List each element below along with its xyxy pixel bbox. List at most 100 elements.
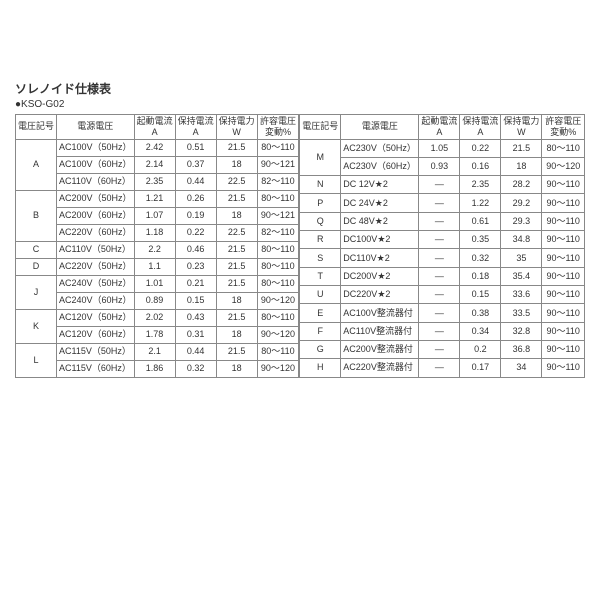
table-row: RDC100V★2―0.3534.890～110 [300, 231, 585, 249]
code-cell: T [300, 267, 341, 285]
data-cell: AC200V（60Hz） [57, 207, 135, 224]
data-cell: 0.16 [460, 157, 501, 175]
data-cell: AC230V（50Hz） [341, 139, 419, 157]
data-cell: 90～110 [542, 249, 585, 267]
table-row: TDC200V★2―0.1835.490～110 [300, 267, 585, 285]
column-header: 電圧記号 [300, 115, 341, 140]
table-row: DAC220V（50Hz）1.10.2321.580～110 [16, 258, 299, 275]
data-cell: 33.5 [501, 304, 542, 322]
code-cell: G [300, 340, 341, 358]
data-cell: 18 [501, 157, 542, 175]
data-cell: 80～110 [257, 343, 299, 360]
data-cell: 35.4 [501, 267, 542, 285]
data-cell: 1.18 [134, 224, 175, 241]
data-cell: AC200V整流器付 [341, 340, 419, 358]
data-cell: 2.42 [134, 139, 175, 156]
data-cell: 34.8 [501, 231, 542, 249]
data-cell: 0.46 [175, 241, 216, 258]
column-header: 起動電流A [419, 115, 460, 140]
data-cell: 0.61 [460, 212, 501, 230]
data-cell: AC100V整流器付 [341, 304, 419, 322]
data-cell: 2.1 [134, 343, 175, 360]
data-cell: 90～110 [542, 322, 585, 340]
column-header: 保持電力W [501, 115, 542, 140]
data-cell: 34 [501, 359, 542, 377]
data-cell: 35 [501, 249, 542, 267]
data-cell: 80～110 [257, 275, 299, 292]
data-cell: 2.14 [134, 156, 175, 173]
data-cell: AC110V整流器付 [341, 322, 419, 340]
column-header: 保持電流A [460, 115, 501, 140]
data-cell: 90～120 [257, 326, 299, 343]
data-cell: 1.01 [134, 275, 175, 292]
data-cell: AC220V整流器付 [341, 359, 419, 377]
data-cell: 0.37 [175, 156, 216, 173]
data-cell: 22.5 [216, 224, 257, 241]
data-cell: 21.5 [216, 309, 257, 326]
code-cell: M [300, 139, 341, 176]
table-row: SDC110V★2―0.323590～110 [300, 249, 585, 267]
code-cell: R [300, 231, 341, 249]
data-cell: DC100V★2 [341, 231, 419, 249]
data-cell: ― [419, 285, 460, 303]
data-cell: 2.2 [134, 241, 175, 258]
data-cell: AC115V（60Hz） [57, 360, 135, 377]
data-cell: 90～110 [542, 285, 585, 303]
data-cell: 1.86 [134, 360, 175, 377]
data-cell: 22.5 [216, 173, 257, 190]
data-cell: 90～110 [542, 176, 585, 194]
data-cell: 0.22 [175, 224, 216, 241]
table-row: GAC200V整流器付―0.236.890～110 [300, 340, 585, 358]
spec-table-left: 電圧記号電源電圧起動電流A保持電流A保持電力W許容電圧変動%AAC100V（50… [15, 114, 299, 378]
code-cell: P [300, 194, 341, 212]
data-cell: 21.5 [216, 139, 257, 156]
data-cell: 90～120 [257, 360, 299, 377]
table-row: EAC100V整流器付―0.3833.590～110 [300, 304, 585, 322]
code-cell: E [300, 304, 341, 322]
data-cell: 80～110 [257, 190, 299, 207]
data-cell: 90～110 [542, 304, 585, 322]
data-cell: AC120V（50Hz） [57, 309, 135, 326]
table-row: QDC 48V★2―0.6129.390～110 [300, 212, 585, 230]
data-cell: 90～110 [542, 194, 585, 212]
code-cell: K [16, 309, 57, 343]
data-cell: 18 [216, 326, 257, 343]
code-cell: J [16, 275, 57, 309]
data-cell: AC240V（60Hz） [57, 292, 135, 309]
table-title: ソレノイド仕様表 [15, 80, 585, 97]
data-cell: 0.35 [460, 231, 501, 249]
data-cell: 0.43 [175, 309, 216, 326]
data-cell: 0.32 [175, 360, 216, 377]
table-row: BAC200V（50Hz）1.210.2621.580～110 [16, 190, 299, 207]
column-header: 電源電圧 [57, 115, 135, 140]
data-cell: 21.5 [501, 139, 542, 157]
data-cell: ― [419, 231, 460, 249]
data-cell: AC110V（50Hz） [57, 241, 135, 258]
data-cell: AC100V（60Hz） [57, 156, 135, 173]
data-cell: 29.2 [501, 194, 542, 212]
code-cell: L [16, 343, 57, 377]
table-row: AAC100V（50Hz）2.420.5121.580～110 [16, 139, 299, 156]
table-row: AC115V（60Hz）1.860.321890～120 [16, 360, 299, 377]
data-cell: 0.21 [175, 275, 216, 292]
data-cell: AC120V（60Hz） [57, 326, 135, 343]
data-cell: 21.5 [216, 190, 257, 207]
data-cell: AC220V（60Hz） [57, 224, 135, 241]
data-cell: 80～110 [257, 309, 299, 326]
data-cell: 0.93 [419, 157, 460, 175]
data-cell: 80～110 [257, 139, 299, 156]
data-cell: 21.5 [216, 275, 257, 292]
data-cell: 2.35 [134, 173, 175, 190]
data-cell: 90～110 [542, 212, 585, 230]
code-cell: F [300, 322, 341, 340]
data-cell: 0.2 [460, 340, 501, 358]
data-cell: 0.23 [175, 258, 216, 275]
data-cell: 32.8 [501, 322, 542, 340]
data-cell: DC 12V★2 [341, 176, 419, 194]
code-cell: Q [300, 212, 341, 230]
column-header: 保持電流A [175, 115, 216, 140]
column-header: 起動電流A [134, 115, 175, 140]
data-cell: 18 [216, 360, 257, 377]
data-cell: 82～110 [257, 224, 299, 241]
data-cell: 80～110 [542, 139, 585, 157]
